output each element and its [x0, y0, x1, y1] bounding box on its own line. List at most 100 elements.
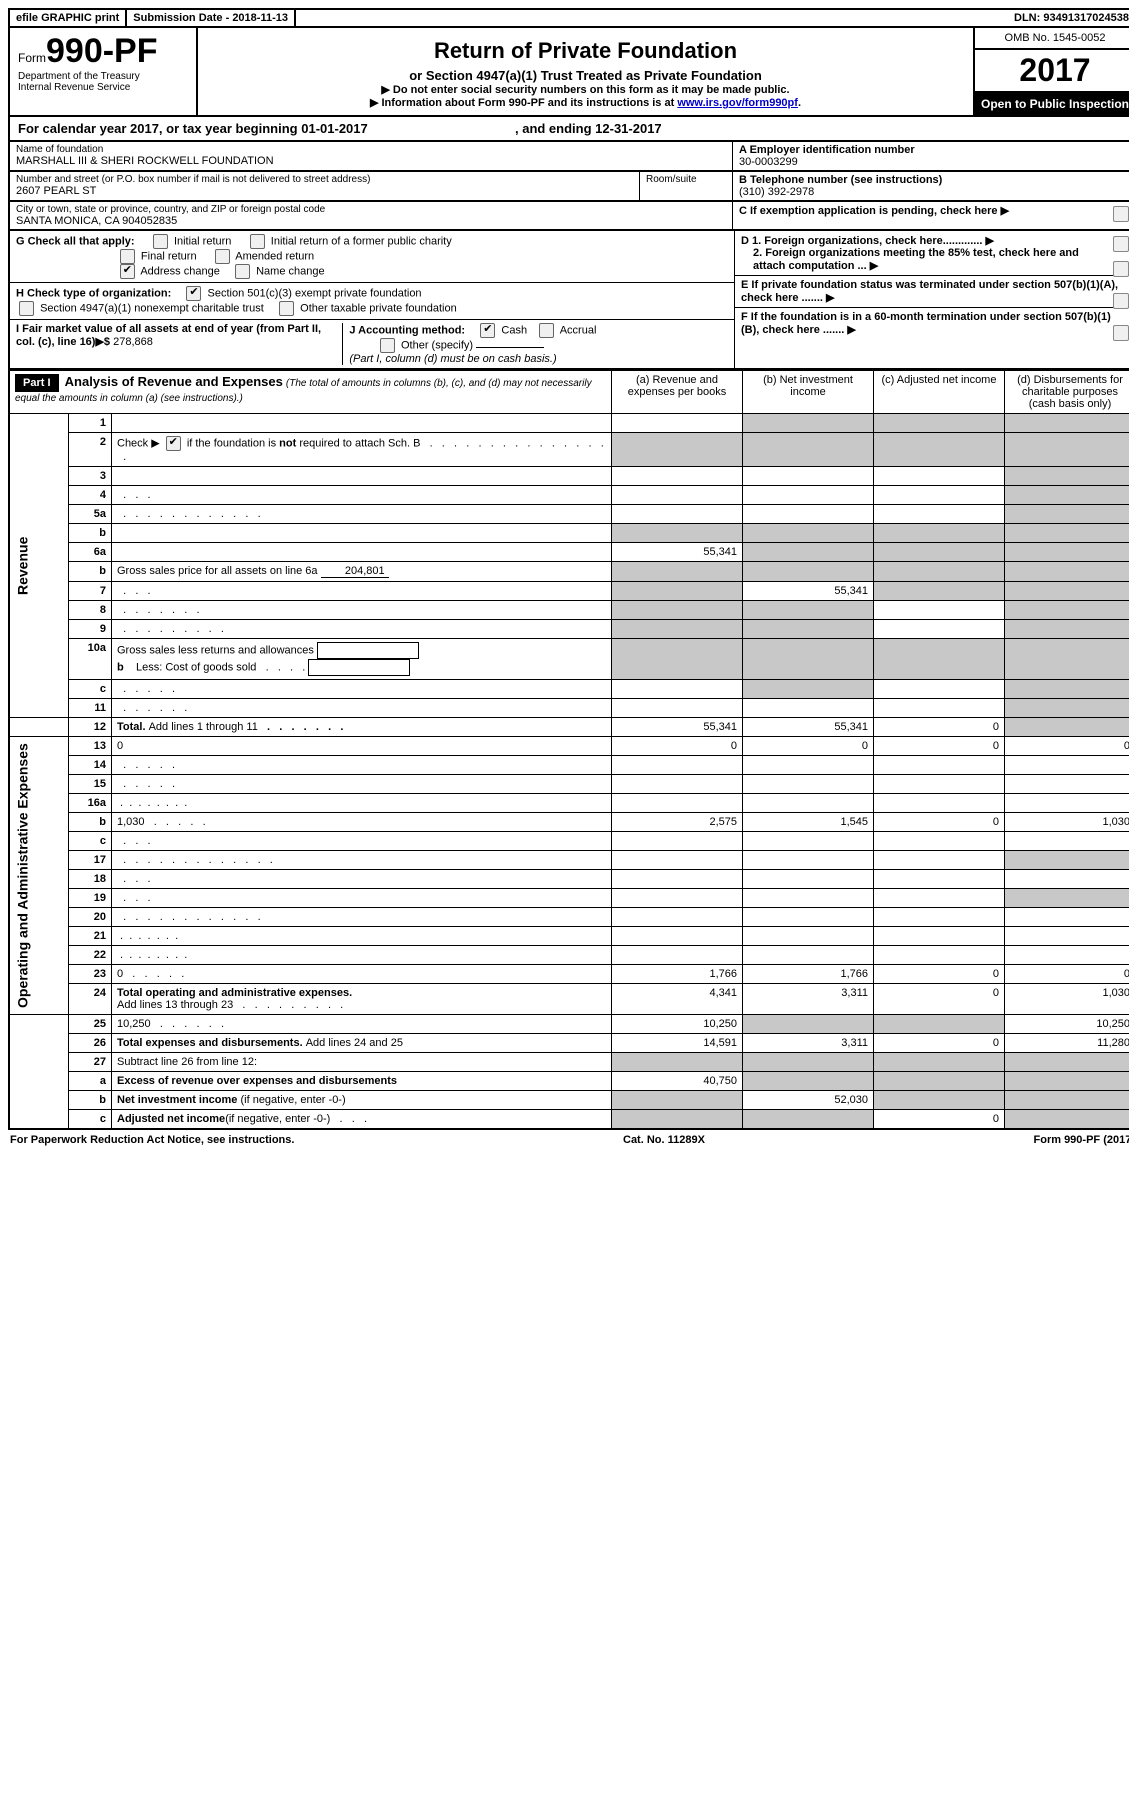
form-title: Return of Private Foundation	[208, 38, 963, 64]
line-c: 0	[874, 718, 1005, 737]
line-c	[874, 524, 1005, 543]
line-d	[1005, 524, 1129, 543]
line-num: 12	[69, 718, 112, 737]
line-num: c	[69, 1110, 112, 1130]
irs-link[interactable]: www.irs.gov/form990pf	[677, 97, 798, 109]
line-b	[743, 486, 874, 505]
line-b: 3,311	[743, 984, 874, 1015]
line-b	[743, 680, 874, 699]
line-c	[874, 889, 1005, 908]
line-b	[743, 601, 874, 620]
amended-label: Amended return	[235, 250, 314, 262]
line-a	[612, 908, 743, 927]
line-16b: b1,030 . . . . .2,5751,54501,030	[9, 813, 1129, 832]
line-a	[612, 601, 743, 620]
other-tax-checkbox[interactable]	[279, 301, 294, 316]
line-d	[1005, 639, 1129, 680]
line-a	[612, 486, 743, 505]
line-num: c	[69, 680, 112, 699]
line-num: 2	[69, 433, 112, 467]
line-num: 22	[69, 946, 112, 965]
part1-title: Analysis of Revenue and Expenses	[65, 374, 283, 389]
line-3: 3	[9, 467, 1129, 486]
initial-checkbox[interactable]	[153, 234, 168, 249]
e-checkbox[interactable]	[1113, 293, 1129, 309]
line-27: 27Subtract line 26 from line 12:	[9, 1053, 1129, 1072]
street-label: Number and street (or P.O. box number if…	[16, 174, 633, 185]
d2-label: 2. Foreign organizations meeting the 85%…	[753, 247, 1079, 272]
form-prefix: Form	[18, 51, 46, 65]
line-16c: c . . .	[9, 832, 1129, 851]
line-d	[1005, 832, 1129, 851]
cash-checkbox[interactable]	[480, 323, 495, 338]
street-cell: Number and street (or P.O. box number if…	[10, 172, 640, 200]
line-a	[612, 433, 743, 467]
line-c	[874, 433, 1005, 467]
amended-checkbox[interactable]	[215, 249, 230, 264]
line-d	[1005, 794, 1129, 813]
line-num: 11	[69, 699, 112, 718]
line-c	[874, 832, 1005, 851]
final-checkbox[interactable]	[120, 249, 135, 264]
schb-checkbox[interactable]	[166, 436, 181, 451]
line-a	[612, 505, 743, 524]
line-c	[874, 1072, 1005, 1091]
omb-number: OMB No. 1545-0052	[975, 28, 1129, 50]
line-b: 52,030	[743, 1091, 874, 1110]
d1-label: D 1. Foreign organizations, check here..…	[741, 235, 982, 247]
submission-date: Submission Date - 2018-11-13	[127, 10, 296, 26]
line-b: 0	[743, 737, 874, 756]
line-d: 11,280	[1005, 1034, 1129, 1053]
d1-checkbox[interactable]	[1113, 236, 1129, 252]
other-specify-blank[interactable]	[476, 347, 544, 348]
initial-former-label: Initial return of a former public charit…	[271, 235, 452, 247]
other-method-checkbox[interactable]	[380, 338, 395, 353]
footer-mid: Cat. No. 11289X	[623, 1134, 705, 1146]
line-num: 16a	[69, 794, 112, 813]
line-c	[874, 486, 1005, 505]
h-label: H Check type of organization:	[16, 287, 171, 299]
name-change-checkbox[interactable]	[235, 264, 250, 279]
line-a	[612, 1091, 743, 1110]
line-d	[1005, 889, 1129, 908]
line-d	[1005, 414, 1129, 433]
line-9: 9 . . . . . . . . .	[9, 620, 1129, 639]
ij-row: I Fair market value of all assets at end…	[10, 320, 734, 368]
c-checkbox[interactable]	[1113, 206, 1129, 222]
line-21: 21 . . . . . . .	[9, 927, 1129, 946]
line-desc: Check ▶ if the foundation is not require…	[112, 433, 612, 467]
line-desc: . . . . .	[112, 680, 612, 699]
initial-former-checkbox[interactable]	[250, 234, 265, 249]
open-inspection: Open to Public Inspection	[975, 93, 1129, 115]
line-c	[874, 1015, 1005, 1034]
ein-value: 30-0003299	[739, 156, 1129, 168]
s501-checkbox[interactable]	[186, 286, 201, 301]
c-cell: C If exemption application is pending, c…	[733, 202, 1129, 229]
line-b	[743, 1053, 874, 1072]
line-d: 0	[1005, 737, 1129, 756]
s4947-checkbox[interactable]	[19, 301, 34, 316]
line-b	[743, 543, 874, 562]
line-c	[874, 927, 1005, 946]
line-a	[612, 699, 743, 718]
line-c	[874, 543, 1005, 562]
line-a: 1,766	[612, 965, 743, 984]
line-num: 7	[69, 582, 112, 601]
expenses-label: Operating and Administrative Expenses	[9, 737, 69, 1015]
d2-checkbox[interactable]	[1113, 261, 1129, 277]
city-label: City or town, state or province, country…	[16, 204, 726, 215]
address-change-checkbox[interactable]	[120, 264, 135, 279]
irs-label: Internal Revenue Service	[18, 82, 188, 93]
line-d	[1005, 680, 1129, 699]
accrual-checkbox[interactable]	[539, 323, 554, 338]
line-b	[743, 505, 874, 524]
form-header: Form990-PF Department of the Treasury In…	[8, 28, 1129, 117]
f-checkbox[interactable]	[1113, 325, 1129, 341]
line-c	[874, 908, 1005, 927]
h-row: H Check type of organization: Section 50…	[10, 283, 734, 320]
line-7: 7 . . .55,341	[9, 582, 1129, 601]
line-num: b	[69, 524, 112, 543]
line-a	[612, 794, 743, 813]
line-num: b	[69, 1091, 112, 1110]
line-a	[612, 851, 743, 870]
